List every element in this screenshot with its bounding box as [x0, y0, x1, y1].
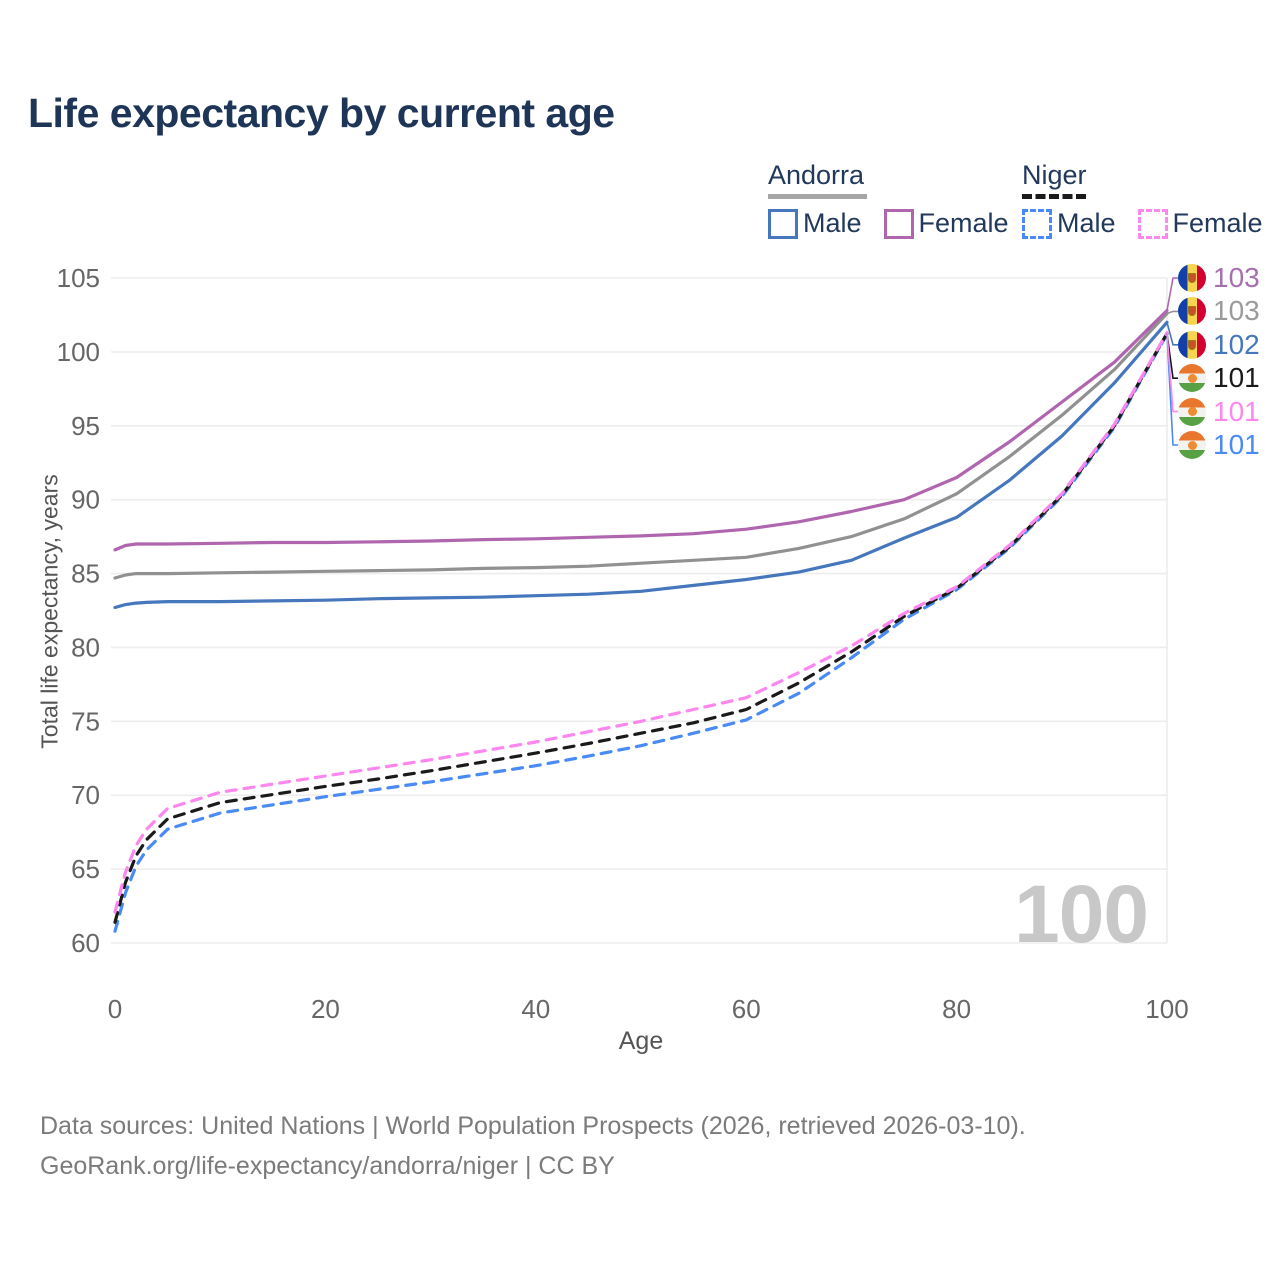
- x-tick-40: 40: [521, 994, 550, 1024]
- line-end-label: 102: [1178, 328, 1260, 360]
- y-tick-80: 80: [71, 632, 100, 662]
- niger-flag-icon: [1178, 397, 1206, 426]
- series-line-niger: [113, 331, 1169, 924]
- page-title: Life expectancy by current age: [28, 90, 615, 136]
- y-tick-65: 65: [71, 854, 100, 884]
- legend-line-sample-dashed: [1022, 194, 1086, 199]
- legend-swatch-andorra-female[interactable]: [883, 208, 914, 239]
- y-tick-90: 90: [71, 485, 100, 515]
- y-tick-105: 105: [57, 263, 100, 293]
- niger-flag-icon: [1178, 431, 1206, 459]
- legend-swatch-andorra-male[interactable]: [768, 208, 798, 239]
- y-tick-70: 70: [71, 780, 100, 810]
- footer-line-2: GeoRank.org/life-expectancy/andorra/nige…: [40, 1152, 615, 1180]
- series-line-andorra-male: [113, 320, 1169, 610]
- series-line-andorra-female: [113, 308, 1169, 552]
- x-tick-20: 20: [311, 994, 340, 1024]
- label-connector-niger-female: [1166, 332, 1178, 413]
- footer-line-1: Data sources: United Nations | World Pop…: [40, 1112, 1026, 1140]
- y-tick-75: 75: [71, 706, 100, 736]
- legend-label-andorra-male[interactable]: Male: [803, 208, 862, 238]
- line-end-label: 103: [1178, 295, 1260, 327]
- legend-country-niger[interactable]: Niger: [1022, 160, 1087, 190]
- line-end-label: 101: [1178, 431, 1260, 459]
- line-end-value: 101: [1213, 395, 1260, 427]
- y-tick-95: 95: [71, 411, 100, 441]
- y-tick-100: 100: [57, 337, 100, 367]
- series-line-niger-female: [113, 331, 1169, 914]
- andorra-flag-icon: [1178, 264, 1206, 292]
- x-tick-80: 80: [942, 994, 971, 1024]
- legend-country-andorra[interactable]: Andorra: [768, 160, 865, 190]
- label-connector-andorra-female: [1166, 277, 1178, 311]
- x-tick-60: 60: [732, 994, 761, 1024]
- x-tick-100: 100: [1145, 994, 1188, 1024]
- legend-label-andorra-female[interactable]: Female: [918, 208, 1009, 238]
- legend-swatch-niger-female[interactable]: [1137, 208, 1168, 239]
- line-end-label: 101: [1178, 362, 1260, 394]
- line-end-value: 101: [1213, 429, 1260, 460]
- niger-flag-icon: [1178, 364, 1206, 393]
- legend-label-niger-male[interactable]: Male: [1057, 208, 1116, 238]
- label-connector-andorra-male: [1166, 322, 1178, 346]
- y-tick-85: 85: [71, 559, 100, 589]
- line-end-label: 101: [1178, 395, 1260, 427]
- line-end-label: 103: [1178, 264, 1260, 292]
- andorra-flag-icon: [1178, 330, 1206, 359]
- label-connector-niger-male: [1166, 334, 1178, 446]
- legend-group-andorra: Andorra Male Female: [768, 160, 1009, 239]
- line-end-value: 101: [1213, 362, 1260, 394]
- label-connector-niger: [1166, 333, 1178, 379]
- legend-group-niger: Niger Male Female: [1022, 160, 1263, 239]
- x-tick-0: 0: [108, 994, 122, 1024]
- legend-line-sample-solid: [768, 194, 867, 199]
- label-connector-andorra: [1166, 310, 1178, 315]
- andorra-flag-icon: [1178, 297, 1206, 326]
- y-tick-60: 60: [71, 928, 100, 958]
- series-line-andorra: [113, 311, 1169, 580]
- line-end-value: 102: [1213, 328, 1260, 360]
- legend-swatch-niger-male[interactable]: [1022, 208, 1052, 239]
- x-axis-title: Age: [618, 1027, 664, 1055]
- series-line-niger-male: [113, 332, 1169, 933]
- line-end-value: 103: [1213, 295, 1260, 327]
- line-end-value: 103: [1213, 262, 1260, 293]
- data-source-footer: Data sources: United Nations | World Pop…: [40, 1106, 1026, 1186]
- y-axis-title: Total life expectancy, years: [36, 474, 63, 749]
- legend-label-niger-female[interactable]: Female: [1172, 208, 1263, 238]
- current-age-watermark: 100: [1014, 869, 1149, 960]
